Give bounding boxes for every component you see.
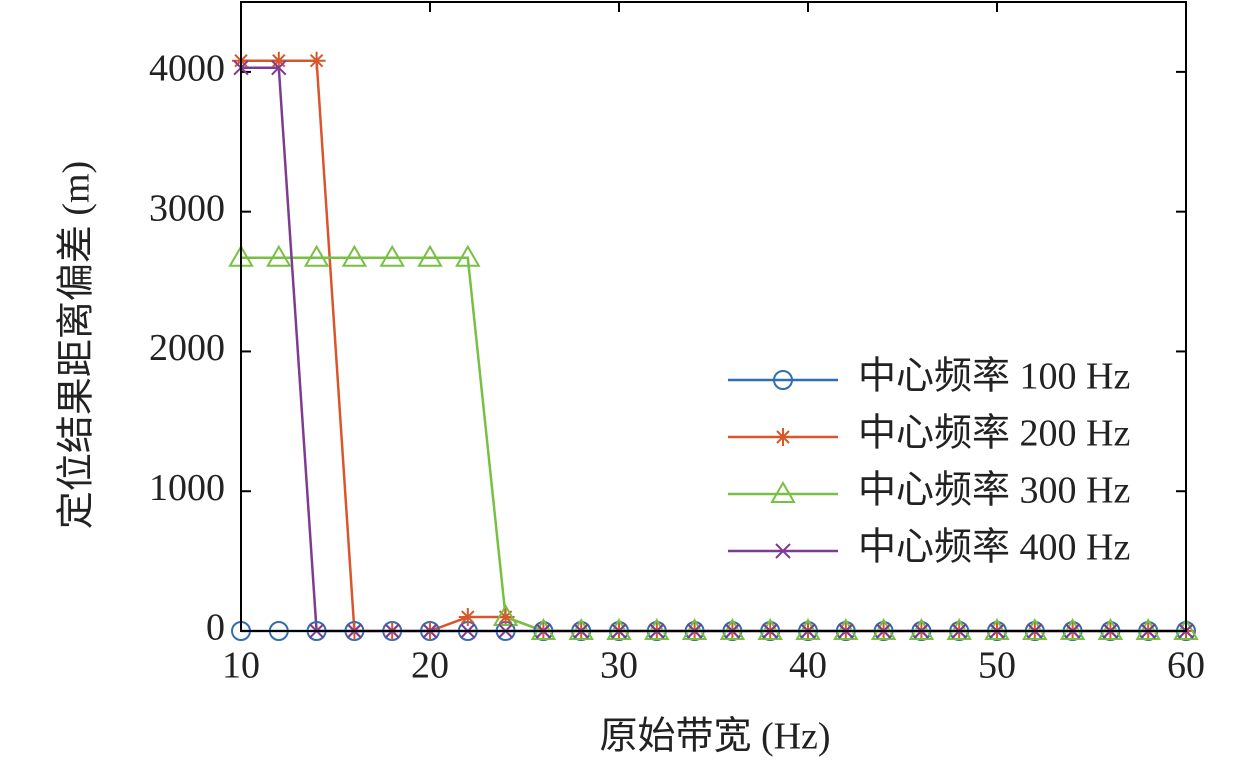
marker: [833, 618, 859, 640]
y-tick-label: 4000: [149, 48, 225, 90]
x-axis-label: 原始带宽 (Hz): [599, 716, 830, 758]
marker: [1173, 618, 1199, 640]
marker: [908, 618, 935, 640]
legend-label: 中心频率 200 Hz: [858, 413, 1130, 455]
marker: [1135, 618, 1161, 640]
marker: [379, 244, 405, 267]
marker: [455, 244, 481, 267]
marker: [644, 618, 670, 640]
marker: [795, 618, 821, 640]
marker: [492, 604, 519, 627]
y-tick-label: 2000: [149, 327, 225, 369]
marker: [946, 618, 972, 640]
marker: [271, 59, 287, 76]
x-tick-label: 10: [222, 645, 260, 687]
marker: [568, 618, 594, 640]
marker: [1022, 618, 1048, 640]
y-tick-label: 3000: [149, 187, 225, 229]
marker: [1059, 618, 1086, 640]
marker: [496, 608, 515, 627]
plot-frame: [240, 1, 1187, 632]
legend-label: 中心频率 300 Hz: [858, 470, 1130, 512]
legend-label: 中心频率 100 Hz: [858, 356, 1130, 398]
legend-marker: [773, 370, 793, 390]
y-tick-label: 1000: [149, 467, 225, 509]
marker: [870, 618, 897, 640]
legend-label: 中心频率 400 Hz: [858, 527, 1130, 569]
marker: [719, 618, 746, 640]
legend-marker: [774, 428, 792, 446]
marker: [458, 608, 477, 627]
y-tick-label: 0: [206, 607, 225, 649]
marker: [757, 618, 783, 640]
marker: [341, 244, 368, 267]
y-axis-label: 定位结果距离偏差 (m): [56, 161, 98, 529]
marker: [269, 51, 288, 70]
x-tick-label: 20: [411, 645, 449, 687]
marker: [530, 618, 557, 640]
marker: [417, 244, 443, 267]
marker: [984, 618, 1010, 640]
x-tick-label: 30: [600, 645, 638, 687]
marker: [681, 618, 708, 640]
marker: [303, 244, 330, 267]
legend-marker: [770, 481, 796, 503]
marker: [1097, 618, 1124, 640]
legend-marker: [775, 543, 791, 559]
marker: [307, 51, 326, 70]
marker: [606, 618, 632, 640]
x-tick-label: 60: [1167, 645, 1205, 687]
marker: [266, 244, 292, 267]
x-tick-label: 50: [978, 645, 1016, 687]
x-tick-label: 40: [789, 645, 827, 687]
